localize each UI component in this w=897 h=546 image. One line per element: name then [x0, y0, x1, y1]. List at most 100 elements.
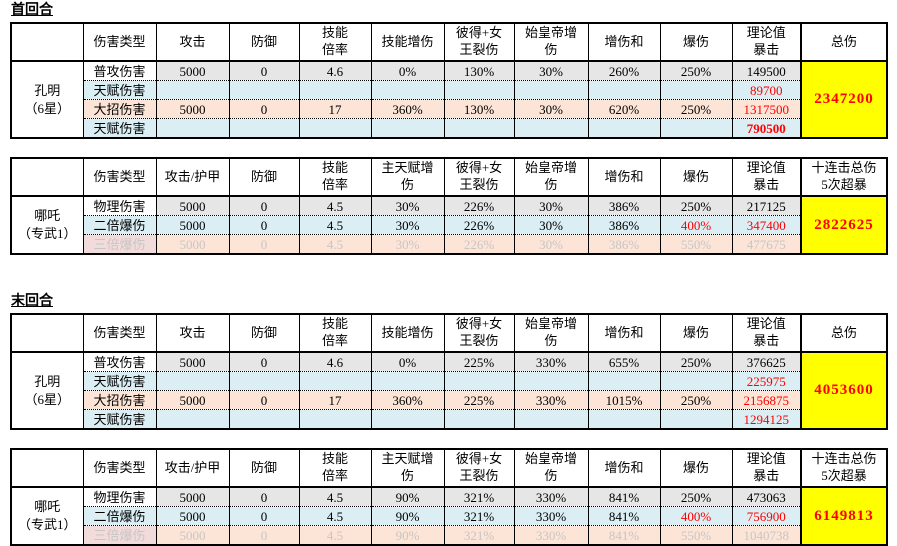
- damage-type-cell[interactable]: 二倍爆伤: [82, 215, 157, 235]
- value-cell[interactable]: [228, 118, 300, 139]
- value-cell[interactable]: 841%: [587, 486, 661, 507]
- value-cell[interactable]: 1015%: [587, 390, 661, 410]
- value-cell[interactable]: 30%: [370, 195, 445, 216]
- value-cell[interactable]: 330%: [513, 390, 589, 410]
- value-cell[interactable]: 30%: [513, 60, 589, 81]
- damage-type-cell[interactable]: 天赋伤害: [82, 371, 157, 391]
- value-cell[interactable]: [298, 409, 372, 430]
- column-header[interactable]: 攻击: [155, 313, 230, 353]
- column-header[interactable]: 理论值 暴击: [731, 22, 802, 62]
- value-cell[interactable]: [228, 80, 300, 100]
- value-cell[interactable]: 1317500: [731, 99, 802, 119]
- column-header[interactable]: 防御: [228, 22, 300, 62]
- value-cell[interactable]: [513, 80, 589, 100]
- value-cell[interactable]: [370, 118, 445, 139]
- damage-type-cell[interactable]: 物理伤害: [82, 195, 157, 216]
- column-header[interactable]: 十连击总伤 5次超暴: [800, 157, 888, 197]
- value-cell[interactable]: [587, 409, 661, 430]
- group-label-cell[interactable]: 孔明 （6星）: [10, 60, 84, 139]
- value-cell[interactable]: 30%: [513, 99, 589, 119]
- column-header[interactable]: 防御: [228, 448, 300, 488]
- column-header[interactable]: 彼得+女 王裂伤: [443, 313, 515, 353]
- value-cell[interactable]: 1040738: [731, 525, 802, 546]
- value-cell[interactable]: 321%: [443, 525, 515, 546]
- value-cell[interactable]: [370, 80, 445, 100]
- damage-type-cell[interactable]: 大招伤害: [82, 99, 157, 119]
- value-cell[interactable]: 0: [228, 215, 300, 235]
- column-header[interactable]: 主天赋增 伤: [370, 157, 445, 197]
- value-cell[interactable]: 0: [228, 506, 300, 526]
- value-cell[interactable]: [370, 409, 445, 430]
- value-cell[interactable]: 149500: [731, 60, 802, 81]
- column-header[interactable]: 主天赋增 伤: [370, 448, 445, 488]
- column-header[interactable]: 始皇帝增 伤: [513, 448, 589, 488]
- column-header[interactable]: 攻击: [155, 22, 230, 62]
- column-header[interactable]: 伤害类型: [82, 22, 157, 62]
- value-cell[interactable]: 400%: [659, 215, 733, 235]
- column-header[interactable]: 增伤和: [587, 22, 661, 62]
- column-header[interactable]: 彼得+女 王裂伤: [443, 448, 515, 488]
- column-header[interactable]: 增伤和: [587, 448, 661, 488]
- value-cell[interactable]: 0: [228, 195, 300, 216]
- value-cell[interactable]: [228, 409, 300, 430]
- column-header[interactable]: 技能 倍率: [298, 22, 372, 62]
- value-cell[interactable]: 0%: [370, 60, 445, 81]
- value-cell[interactable]: 330%: [513, 506, 589, 526]
- group-label-cell[interactable]: 哪吒 （专武1）: [10, 195, 84, 255]
- value-cell[interactable]: 5000: [155, 351, 230, 372]
- value-cell[interactable]: [587, 118, 661, 139]
- value-cell[interactable]: 225975: [731, 371, 802, 391]
- damage-type-cell[interactable]: 天赋伤害: [82, 118, 157, 139]
- value-cell[interactable]: [443, 409, 515, 430]
- column-header[interactable]: 彼得+女 王裂伤: [443, 157, 515, 197]
- value-cell[interactable]: 790500: [731, 118, 802, 139]
- value-cell[interactable]: 841%: [587, 525, 661, 546]
- value-cell[interactable]: 386%: [587, 215, 661, 235]
- value-cell[interactable]: 0: [228, 99, 300, 119]
- damage-type-cell[interactable]: 天赋伤害: [82, 409, 157, 430]
- column-header[interactable]: 总伤: [800, 22, 888, 62]
- group-label-cell[interactable]: 哪吒 （专武1）: [10, 486, 84, 546]
- value-cell[interactable]: 330%: [513, 525, 589, 546]
- value-cell[interactable]: 226%: [443, 234, 515, 255]
- value-cell[interactable]: 0: [228, 390, 300, 410]
- value-cell[interactable]: 321%: [443, 506, 515, 526]
- group-label-cell[interactable]: 孔明 （6星）: [10, 351, 84, 430]
- damage-type-cell[interactable]: 三倍爆伤: [82, 234, 157, 255]
- value-cell[interactable]: 0: [228, 486, 300, 507]
- value-cell[interactable]: 550%: [659, 525, 733, 546]
- value-cell[interactable]: 260%: [587, 60, 661, 81]
- value-cell[interactable]: [155, 118, 230, 139]
- value-cell[interactable]: [443, 371, 515, 391]
- column-header[interactable]: 始皇帝增 伤: [513, 22, 589, 62]
- value-cell[interactable]: 473063: [731, 486, 802, 507]
- corner-cell[interactable]: [10, 448, 84, 488]
- value-cell[interactable]: [155, 371, 230, 391]
- value-cell[interactable]: [513, 118, 589, 139]
- corner-cell[interactable]: [10, 313, 84, 353]
- value-cell[interactable]: 376625: [731, 351, 802, 372]
- value-cell[interactable]: 4.6: [298, 60, 372, 81]
- value-cell[interactable]: 130%: [443, 60, 515, 81]
- value-cell[interactable]: 756900: [731, 506, 802, 526]
- column-header[interactable]: 伤害类型: [82, 157, 157, 197]
- value-cell[interactable]: 4.5: [298, 486, 372, 507]
- value-cell[interactable]: [659, 409, 733, 430]
- column-header[interactable]: 伤害类型: [82, 448, 157, 488]
- column-header[interactable]: 理论值 暴击: [731, 313, 802, 353]
- value-cell[interactable]: 226%: [443, 195, 515, 216]
- value-cell[interactable]: 655%: [587, 351, 661, 372]
- column-header[interactable]: 增伤和: [587, 157, 661, 197]
- value-cell[interactable]: 250%: [659, 195, 733, 216]
- damage-type-cell[interactable]: 大招伤害: [82, 390, 157, 410]
- value-cell[interactable]: [659, 80, 733, 100]
- value-cell[interactable]: 0: [228, 60, 300, 81]
- total-damage-cell[interactable]: 2822625: [800, 195, 888, 255]
- value-cell[interactable]: 477675: [731, 234, 802, 255]
- value-cell[interactable]: [443, 80, 515, 100]
- value-cell[interactable]: 30%: [513, 195, 589, 216]
- damage-type-cell[interactable]: 普攻伤害: [82, 60, 157, 81]
- value-cell[interactable]: 250%: [659, 390, 733, 410]
- value-cell[interactable]: 386%: [587, 195, 661, 216]
- column-header[interactable]: 理论值 暴击: [731, 157, 802, 197]
